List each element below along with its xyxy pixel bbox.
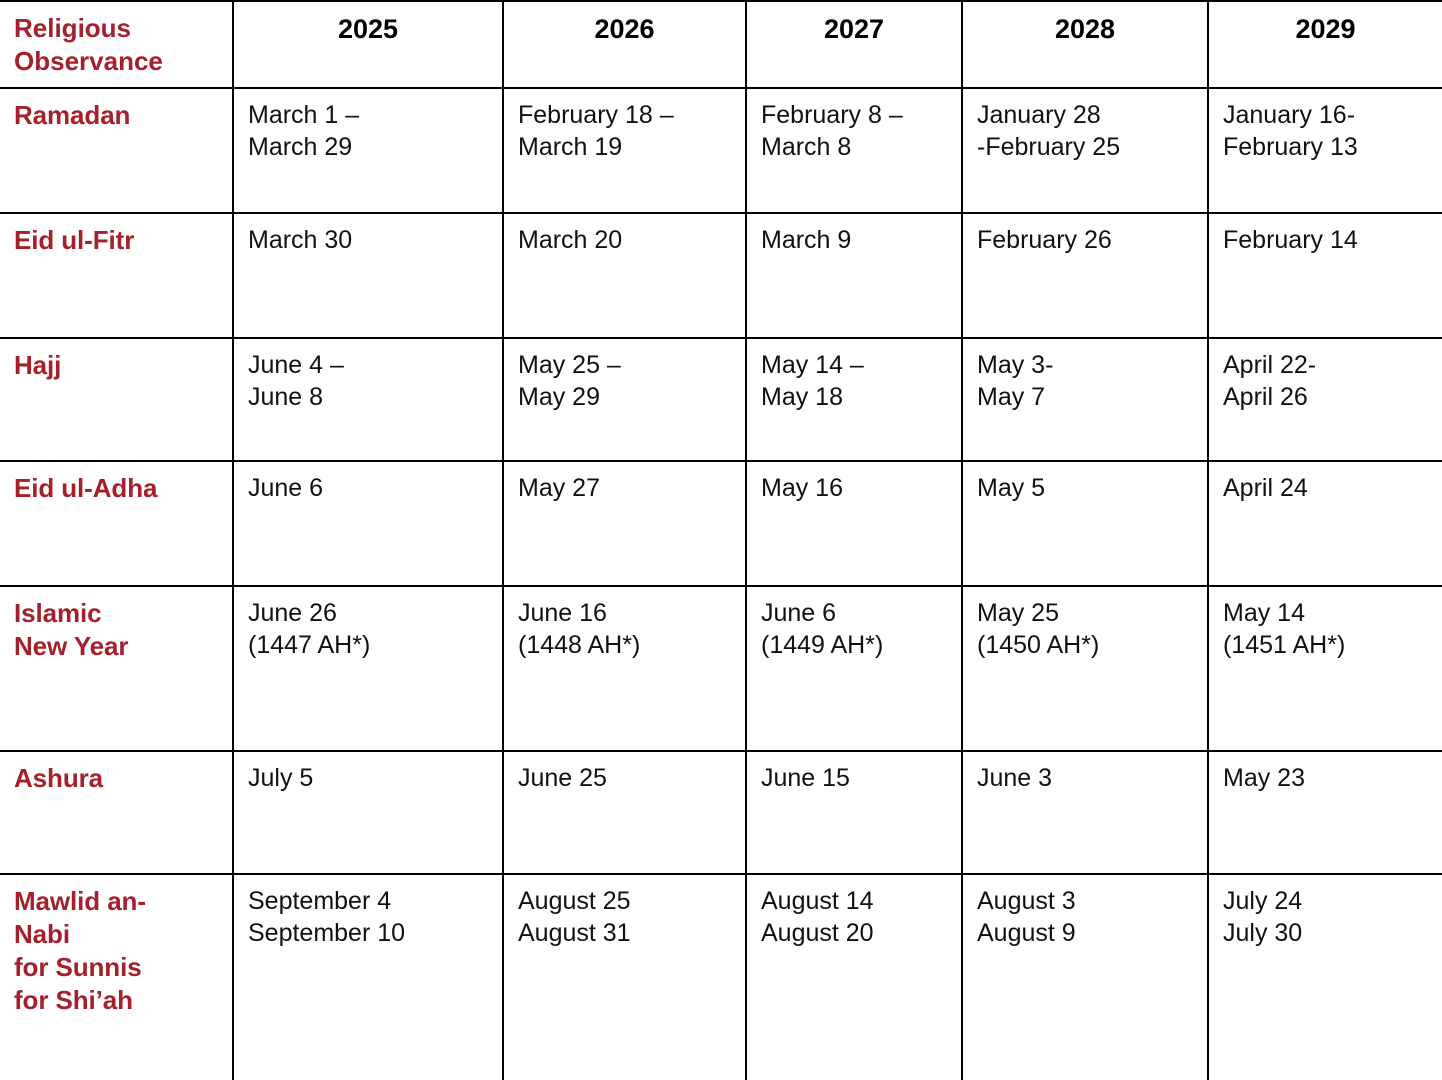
cell-ramadan-2027: February 8 – March 8 <box>745 86 963 214</box>
cell-ashura-2029: May 23 <box>1207 749 1442 875</box>
cell-ramadan-2028: January 28 -February 25 <box>961 86 1209 214</box>
table-header-row: Religious Observance 2025 2026 2027 2028… <box>0 0 1442 89</box>
cell-ashura-2026: June 25 <box>502 749 747 875</box>
table-row: Hajj June 4 – June 8 May 25 – May 29 May… <box>0 336 1442 462</box>
table-row: Islamic New Year June 26 (1447 AH*) June… <box>0 584 1442 752</box>
table-row: Eid ul-Fitr March 30 March 20 March 9 Fe… <box>0 211 1442 339</box>
cell-ramadan-2026: February 18 – March 19 <box>502 86 747 214</box>
cell-eid-ul-fitr-2026: March 20 <box>502 211 747 339</box>
table-row: Ramadan March 1 – March 29 February 18 –… <box>0 86 1442 214</box>
cell-mawlid-an-nabi-2027: August 14 August 20 <box>745 872 963 1080</box>
cell-mawlid-an-nabi-2029: July 24 July 30 <box>1207 872 1442 1080</box>
cell-hajj-2026: May 25 – May 29 <box>502 336 747 462</box>
cell-islamic-new-year-2028: May 25 (1450 AH*) <box>961 584 1209 752</box>
row-label-ashura: Ashura <box>0 749 234 875</box>
cell-eid-ul-adha-2026: May 27 <box>502 459 747 587</box>
cell-islamic-new-year-2025: June 26 (1447 AH*) <box>232 584 504 752</box>
column-header-observance: Religious Observance <box>0 0 234 89</box>
cell-hajj-2027: May 14 – May 18 <box>745 336 963 462</box>
cell-islamic-new-year-2027: June 6 (1449 AH*) <box>745 584 963 752</box>
column-header-2027: 2027 <box>745 0 963 89</box>
cell-eid-ul-fitr-2029: February 14 <box>1207 211 1442 339</box>
column-header-2025: 2025 <box>232 0 504 89</box>
cell-ramadan-2025: March 1 – March 29 <box>232 86 504 214</box>
cell-ashura-2027: June 15 <box>745 749 963 875</box>
cell-islamic-new-year-2026: June 16 (1448 AH*) <box>502 584 747 752</box>
column-header-2029: 2029 <box>1207 0 1442 89</box>
table-row: Eid ul-Adha June 6 May 27 May 16 May 5 A… <box>0 459 1442 587</box>
cell-eid-ul-fitr-2028: February 26 <box>961 211 1209 339</box>
row-label-mawlid-an-nabi: Mawlid an- Nabi for Sunnis for Shi’ah <box>0 872 234 1080</box>
row-label-eid-ul-adha: Eid ul-Adha <box>0 459 234 587</box>
cell-eid-ul-adha-2027: May 16 <box>745 459 963 587</box>
cell-hajj-2028: May 3- May 7 <box>961 336 1209 462</box>
table-row: Ashura July 5 June 25 June 15 June 3 May… <box>0 749 1442 875</box>
row-label-eid-ul-fitr: Eid ul-Fitr <box>0 211 234 339</box>
cell-ashura-2028: June 3 <box>961 749 1209 875</box>
column-header-2028: 2028 <box>961 0 1209 89</box>
cell-islamic-new-year-2029: May 14 (1451 AH*) <box>1207 584 1442 752</box>
cell-eid-ul-adha-2025: June 6 <box>232 459 504 587</box>
row-label-islamic-new-year: Islamic New Year <box>0 584 234 752</box>
cell-hajj-2029: April 22- April 26 <box>1207 336 1442 462</box>
row-label-hajj: Hajj <box>0 336 234 462</box>
cell-hajj-2025: June 4 – June 8 <box>232 336 504 462</box>
cell-eid-ul-adha-2028: May 5 <box>961 459 1209 587</box>
cell-mawlid-an-nabi-2026: August 25 August 31 <box>502 872 747 1080</box>
cell-ashura-2025: July 5 <box>232 749 504 875</box>
row-label-ramadan: Ramadan <box>0 86 234 214</box>
cell-eid-ul-fitr-2025: March 30 <box>232 211 504 339</box>
cell-ramadan-2029: January 16- February 13 <box>1207 86 1442 214</box>
column-header-2026: 2026 <box>502 0 747 89</box>
cell-eid-ul-fitr-2027: March 9 <box>745 211 963 339</box>
cell-eid-ul-adha-2029: April 24 <box>1207 459 1442 587</box>
table-row: Mawlid an- Nabi for Sunnis for Shi’ah Se… <box>0 872 1442 1080</box>
cell-mawlid-an-nabi-2028: August 3 August 9 <box>961 872 1209 1080</box>
cell-mawlid-an-nabi-2025: September 4 September 10 <box>232 872 504 1080</box>
